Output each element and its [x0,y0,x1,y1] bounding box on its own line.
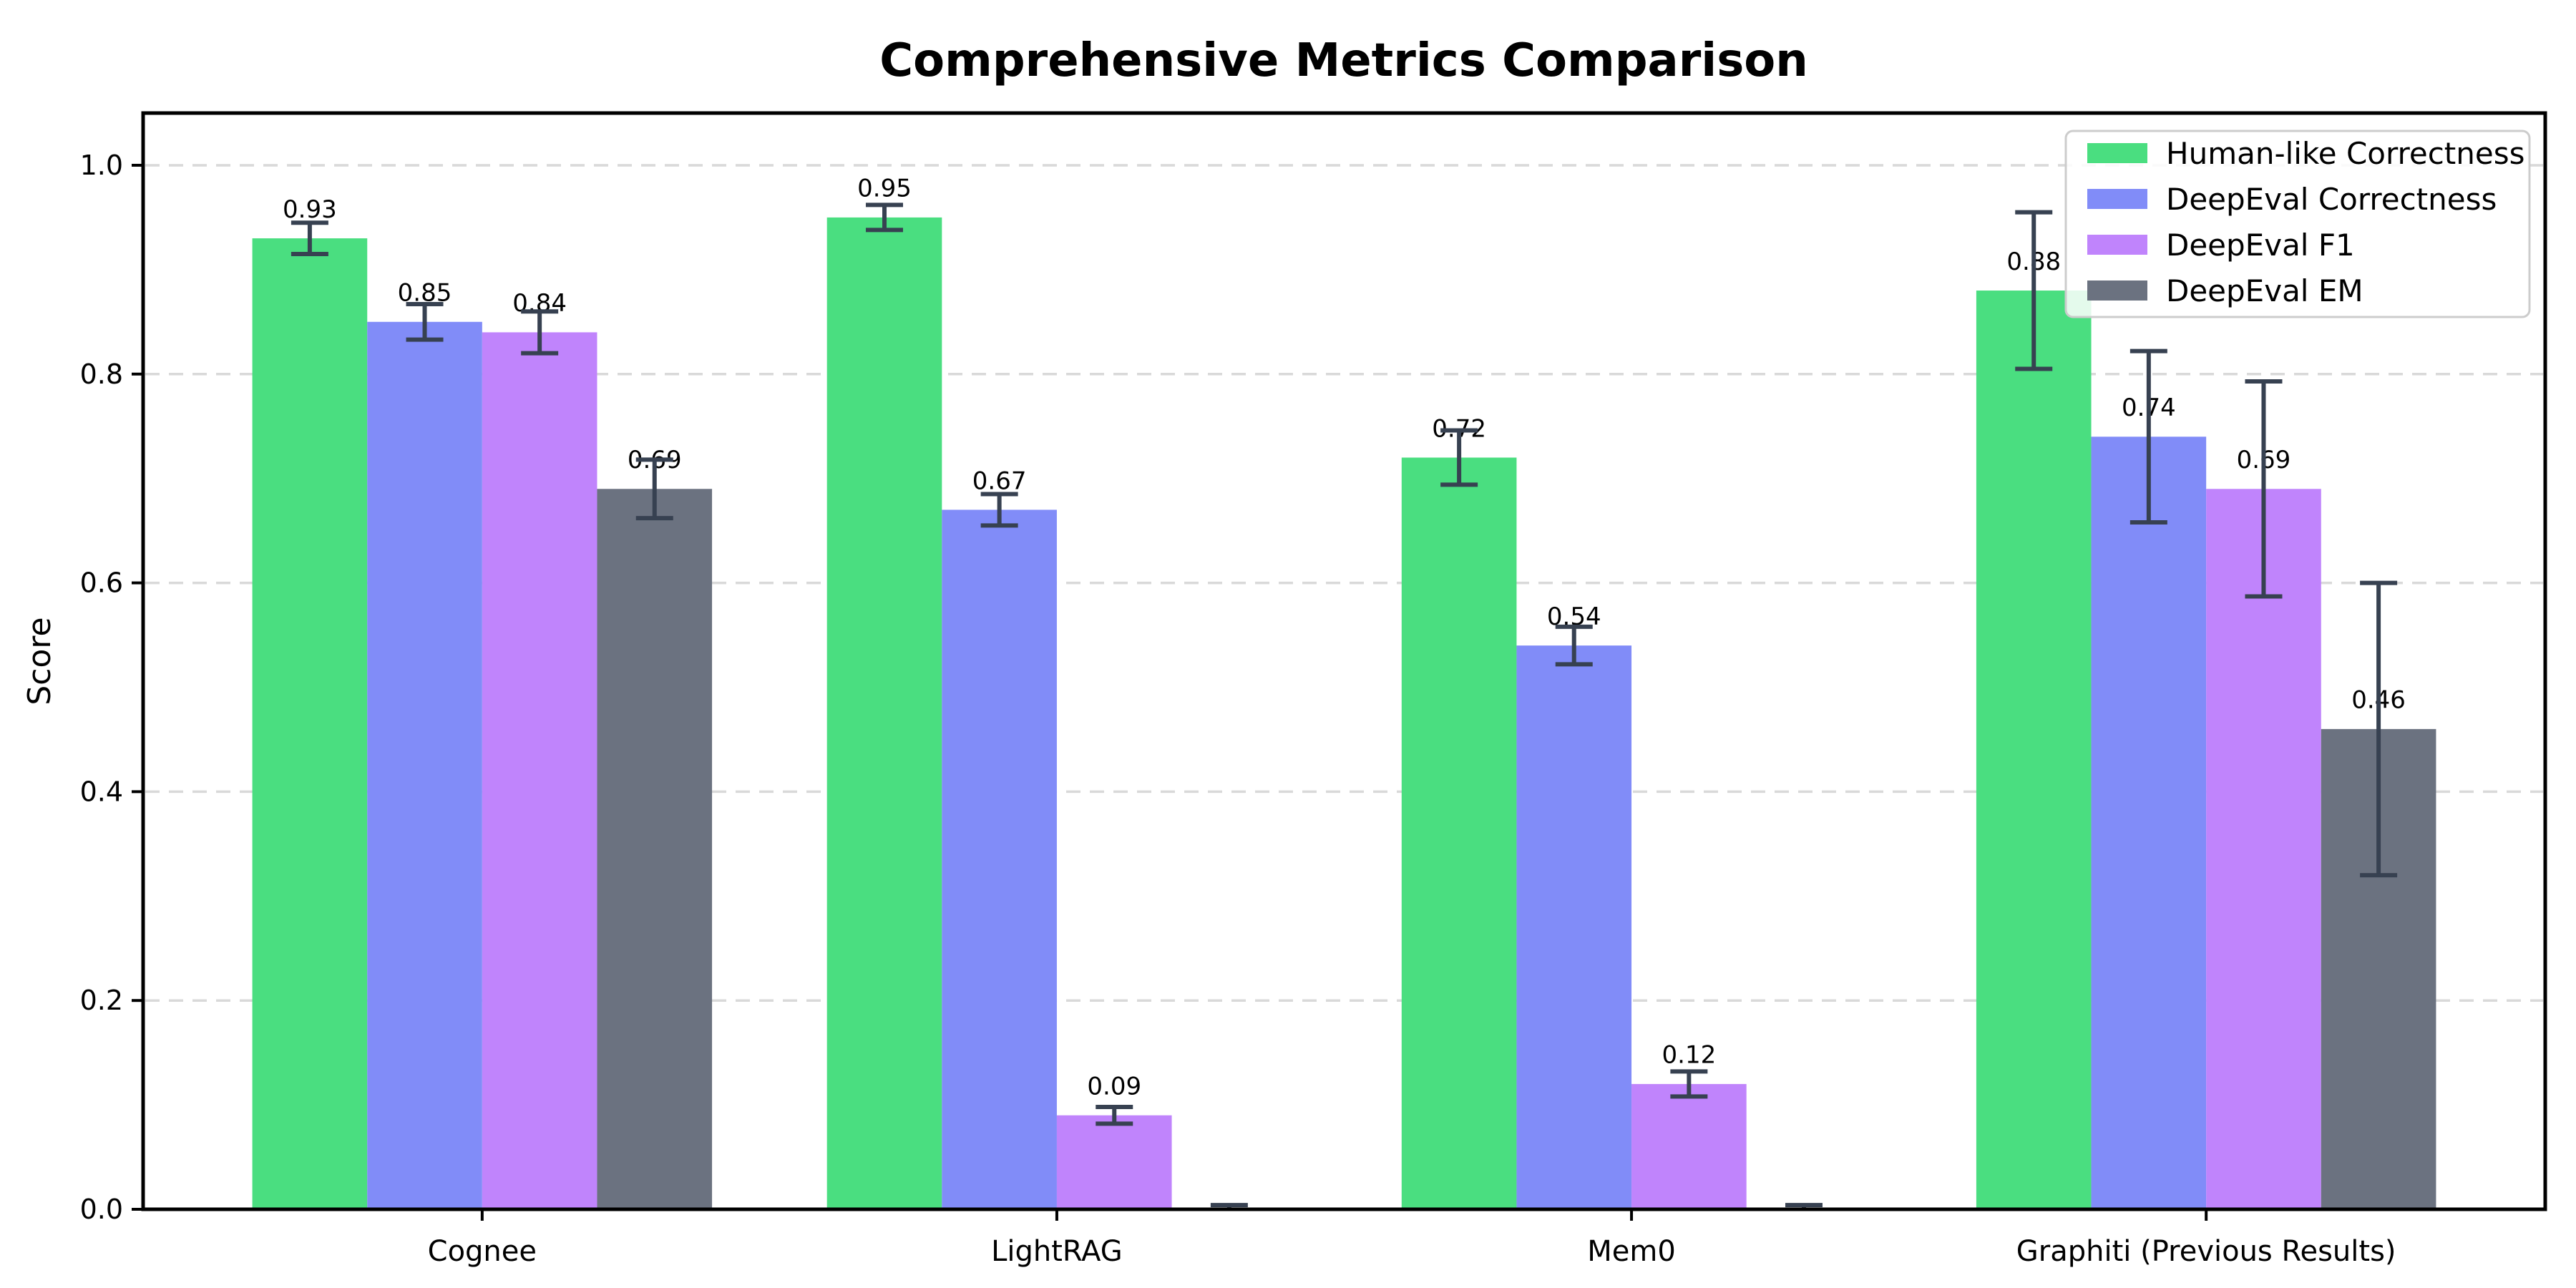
bar-mem0-human-like-correctness [1401,457,1517,1209]
error-bar [291,220,328,256]
error-bar [635,457,673,521]
bar-value-label: 0.95 [857,175,912,203]
bar-value-label: 0.12 [1662,1041,1717,1070]
bar-value-label: 0.93 [283,195,337,224]
axes-frame [141,111,2547,1211]
chart-title: Comprehensive Metrics Comparison [879,34,1808,87]
x-tick-label: Cognee [428,1235,537,1268]
legend-layer: Human-like Correctness DeepEval Correctne… [2064,130,2531,318]
bar-lightrag-deepeval-correctness [942,509,1057,1209]
error-bar [2360,580,2398,878]
bar-value-label: 0.67 [972,467,1027,495]
y-tick-label: 0.0 [80,1194,123,1225]
y-tick-label: 0.2 [80,985,123,1016]
y-tick-label: 0.4 [80,776,123,807]
error-bar [406,302,444,342]
bar-mem0-deepeval-f1 [1631,1083,1747,1209]
legend-label-deepeval-f1: DeepEval F1 [2166,228,2355,263]
bar-value-label: 0.09 [1087,1073,1141,1101]
legend-label-deepeval-correctness: DeepEval Correctness [2166,182,2497,217]
y-axis-label: Score [21,617,58,705]
x-tick-label: LightRAG [991,1235,1123,1268]
error-bar [2129,348,2167,525]
bar-graphiti-previous-results-deepeval-correctness [2091,436,2207,1210]
legend-label-deepeval-em: DeepEval EM [2166,273,2363,308]
axes-layer: 0.0 0.2 0.4 0.6 0.8 1.0 Cognee LightRAG Mem0 Grap… [80,111,2547,1268]
y-tick-label: 0.8 [80,358,123,390]
x-tick-label: Mem0 [1587,1235,1676,1268]
error-bar [866,203,904,233]
bar-cognee-deepeval-correctness [367,321,482,1209]
x-tick-label: Graphiti (Previous Results) [2016,1235,2396,1268]
legend-swatch-deepeval-em [2087,280,2147,301]
error-bar [1555,624,1593,667]
error-bar [1670,1069,1708,1099]
bar-graphiti-previous-results-deepeval-f1 [2206,489,2321,1209]
bar-lightrag-deepeval-f1 [1056,1115,1172,1209]
bars-layer [252,217,2436,1210]
error-bar [2015,210,2053,371]
legend-box [2064,130,2531,318]
error-bar [1440,428,1478,487]
legend-swatch-deepeval-correctness [2087,189,2147,209]
bar-graphiti-previous-results-human-like-correctness [1976,291,2092,1209]
legend-swatch-deepeval-f1 [2087,235,2147,255]
legend-label-human-like-correctness: Human-like Correctness [2166,136,2525,171]
y-tick-label: 0.6 [80,567,123,599]
error-bar [521,309,559,356]
y-tick-label: 1.0 [80,150,123,181]
bar-lightrag-human-like-correctness [826,217,942,1209]
error-bar [2245,379,2283,599]
bar-cognee-human-like-correctness [252,238,368,1210]
error-bar [980,492,1018,528]
error-bars-layer [291,203,2398,1209]
bar-cognee-deepeval-em [597,489,713,1209]
bar-cognee-deepeval-f1 [482,332,597,1209]
bar-mem0-deepeval-correctness [1516,645,1632,1209]
error-bar [1096,1105,1133,1126]
legend-swatch-human-like-correctness [2087,143,2147,163]
